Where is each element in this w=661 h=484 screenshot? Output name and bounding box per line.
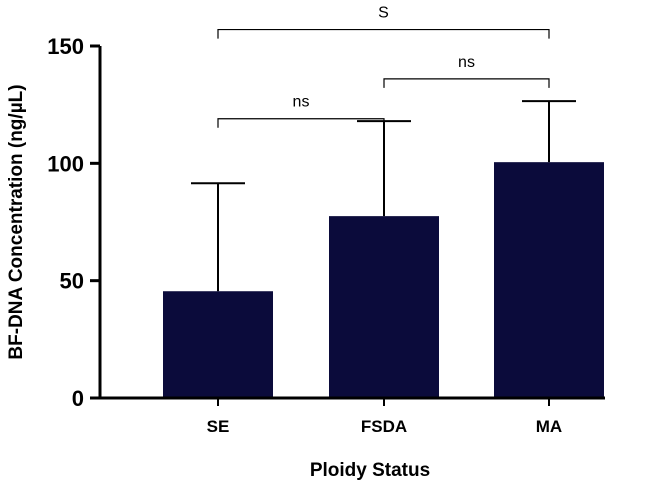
significance-bracket-2 bbox=[383, 78, 550, 88]
y-tick-label-0: 0 bbox=[72, 386, 84, 411]
axes-layer bbox=[98, 46, 605, 400]
significance-label-2: ns bbox=[458, 54, 475, 71]
significance-brackets-layer: ns ns S bbox=[217, 5, 550, 128]
x-tick-label-fsda: FSDA bbox=[361, 417, 407, 436]
significance-label-3: S bbox=[378, 5, 389, 22]
x-ticks-layer: SE FSDA MA bbox=[207, 398, 562, 436]
y-tick-label-50: 50 bbox=[60, 269, 84, 294]
x-axis-title: Ploidy Status bbox=[310, 460, 430, 481]
bars-layer bbox=[163, 162, 604, 398]
significance-label-1: ns bbox=[293, 94, 310, 111]
y-ticks-layer: 0 50 100 150 bbox=[47, 34, 100, 411]
y-axis-title: BF-DNA Concentration (ng/µL) bbox=[6, 84, 27, 359]
y-tick-label-150: 150 bbox=[47, 34, 84, 59]
x-tick-label-se: SE bbox=[207, 417, 230, 436]
y-tick-label-100: 100 bbox=[47, 151, 84, 176]
bar-fsda bbox=[329, 216, 439, 398]
bar-ma bbox=[494, 162, 604, 398]
bar-se bbox=[163, 291, 273, 398]
significance-bracket-3 bbox=[217, 28, 550, 39]
x-tick-label-ma: MA bbox=[536, 417, 562, 436]
significance-bracket-1 bbox=[217, 118, 385, 128]
